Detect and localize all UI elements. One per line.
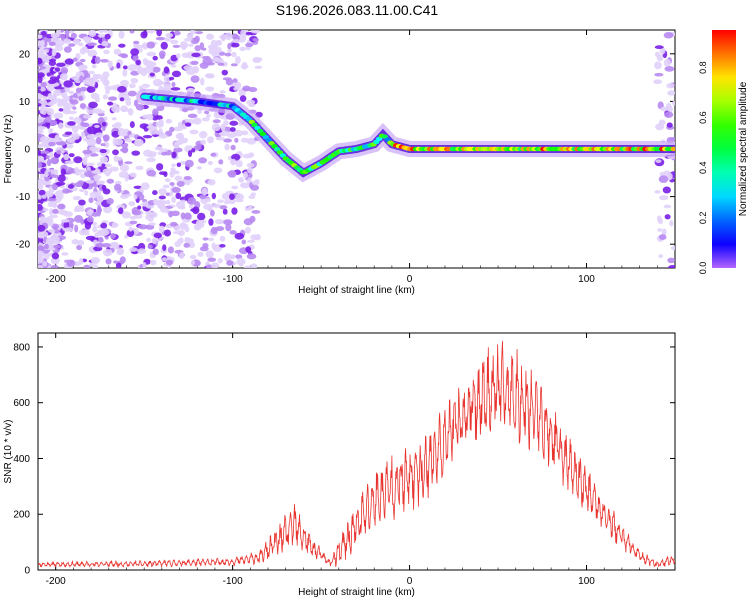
spectrogram-ytick-label: 10	[19, 97, 31, 108]
snr-xtick-label: -200	[46, 576, 66, 587]
snr-ytick-label: 600	[13, 398, 30, 409]
colorbar-tick-label: 0.0	[698, 262, 708, 275]
colorbar-label: Normalized spectral amplitude	[738, 81, 749, 216]
spectrogram-ylabel: Frequency (Hz)	[3, 115, 14, 184]
spectrogram-ytick-label: 20	[19, 49, 31, 60]
spectrogram-ytick-label: 0	[24, 145, 30, 156]
snr-series-line	[38, 341, 675, 569]
spectrogram-xtick-label: -200	[46, 274, 66, 285]
snr-ytick-label: 400	[13, 454, 30, 465]
snr-ytick-label: 800	[13, 342, 30, 353]
snr-frame	[37, 332, 676, 571]
colorbar-tick-label: 0.2	[698, 212, 708, 225]
snr-xtick-label: 0	[407, 576, 413, 587]
spectrogram-xtick-label: 100	[578, 274, 595, 285]
spectrogram-ytick-label: -20	[16, 240, 31, 251]
spectrogram-xtick-label: 0	[407, 274, 413, 285]
colorbar-tick-label: 0.4	[698, 162, 708, 175]
colorbar-tick-label: 0.8	[698, 61, 708, 74]
spectrogram-xtick-label: -100	[223, 274, 243, 285]
spectrogram-ytick-label: -10	[16, 192, 31, 203]
snr-xlabel: Height of straight line (km)	[298, 587, 415, 598]
spectrogram-noise	[38, 30, 675, 268]
snr-xtick-label: -100	[223, 576, 243, 587]
spectrogram-xlabel: Height of straight line (km)	[298, 285, 415, 296]
snr-ylabel: SNR (10 * v/v)	[3, 420, 14, 484]
figure-title: S196.2026.083.11.00.C41	[275, 2, 439, 18]
colorbar-tick-label: 0.6	[698, 111, 708, 124]
snr-ytick-label: 0	[24, 566, 30, 577]
spectrogram-ridge	[136, 88, 675, 183]
snr-xtick-label: 100	[578, 576, 595, 587]
colorbar	[712, 30, 736, 268]
snr-ytick-label: 200	[13, 510, 30, 521]
